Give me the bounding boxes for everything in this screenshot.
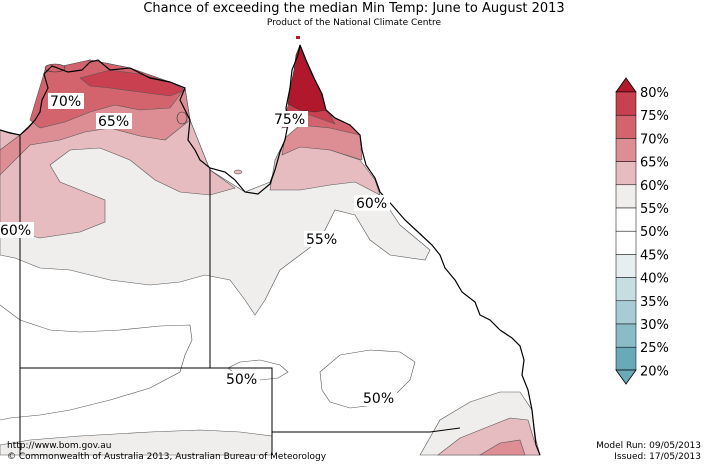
legend-swatch [615,114,637,139]
legend-tick-label: 55% [640,202,669,217]
svg-text:60%: 60% [0,223,31,239]
state-boundary-nt-sa [20,367,273,455]
legend-tick-label: 75% [640,109,669,124]
zone-75-80 [79,69,186,97]
state-boundary-qld-nsw [272,427,461,433]
legend-swatch [615,254,637,278]
legend-tick-label: 80% [640,86,669,101]
svg-text:55%: 55% [306,232,337,248]
legend-tick-label: 65% [640,156,669,171]
legend-tick-label: 60% [640,179,669,194]
zone-label: 60% [0,222,34,239]
footer-dates: Model Run: 09/05/2013 Issued: 17/05/2013 [596,441,701,463]
zone-label: 50% [361,390,397,407]
island [44,63,66,73]
map-subtitle: Product of the National Climate Centre [266,18,442,28]
legend-swatch [615,230,637,255]
legend-swatch [615,138,637,162]
zone-label: 65% [96,113,132,130]
legend-tick-label: 30% [640,318,669,333]
island [296,36,300,39]
zone-label: 60% [354,195,390,212]
map-title: Chance of exceeding the median Min Temp:… [143,1,565,16]
legend-swatch [615,277,637,302]
svg-text:65%: 65% [98,114,129,130]
footer-model-run: Model Run: 09/05/2013 [596,441,701,451]
legend-swatch [615,184,637,209]
legend-tick-label: 45% [640,248,669,263]
svg-text:50%: 50% [363,391,394,407]
island [176,111,188,125]
legend-tick-label: 70% [640,132,669,147]
legend-tick-label: 20% [640,364,669,379]
legend-tick-label: 25% [640,341,669,356]
zone-65-70-se [478,439,526,456]
zone-above-80 [287,44,327,113]
footer-credits: http://www.bom.gov.au © Commonwealth of … [7,441,326,463]
legend-arrow-bottom [615,369,637,385]
svg-text:75%: 75% [274,112,305,128]
island [233,169,243,175]
legend-swatch [615,207,637,232]
zone-label: 50% [224,371,260,388]
svg-text:50%: 50% [226,372,257,388]
svg-text:70%: 70% [50,94,81,110]
contour-50-west [0,304,193,421]
legend-tick-label: 35% [640,295,669,310]
legend-tick-label: 40% [640,272,669,287]
legend-swatch [615,91,637,116]
footer-issued: Issued: 17/05/2013 [614,452,701,462]
legend-swatch [615,323,637,348]
legend-arrow-top [615,77,637,93]
legend-swatch [615,346,637,371]
contour-50-south [0,429,273,456]
zone-label: 75% [272,111,308,128]
legend-swatch [615,300,637,325]
coastline [0,44,541,456]
footer-url[interactable]: http://www.bom.gov.au [7,441,112,451]
svg-text:60%: 60% [356,196,387,212]
footer-copyright: © Commonwealth of Australia 2013, Austra… [7,452,327,462]
contour-50-east [319,349,416,409]
zone-label: 70% [48,93,84,110]
zone-label: 55% [304,231,340,248]
legend-tick-label: 50% [640,225,669,240]
legend-swatch [615,161,637,186]
legend-colorbar: 80% 75% 70% 65% 60% 55% 50% 45% 40% 35% … [615,77,669,385]
